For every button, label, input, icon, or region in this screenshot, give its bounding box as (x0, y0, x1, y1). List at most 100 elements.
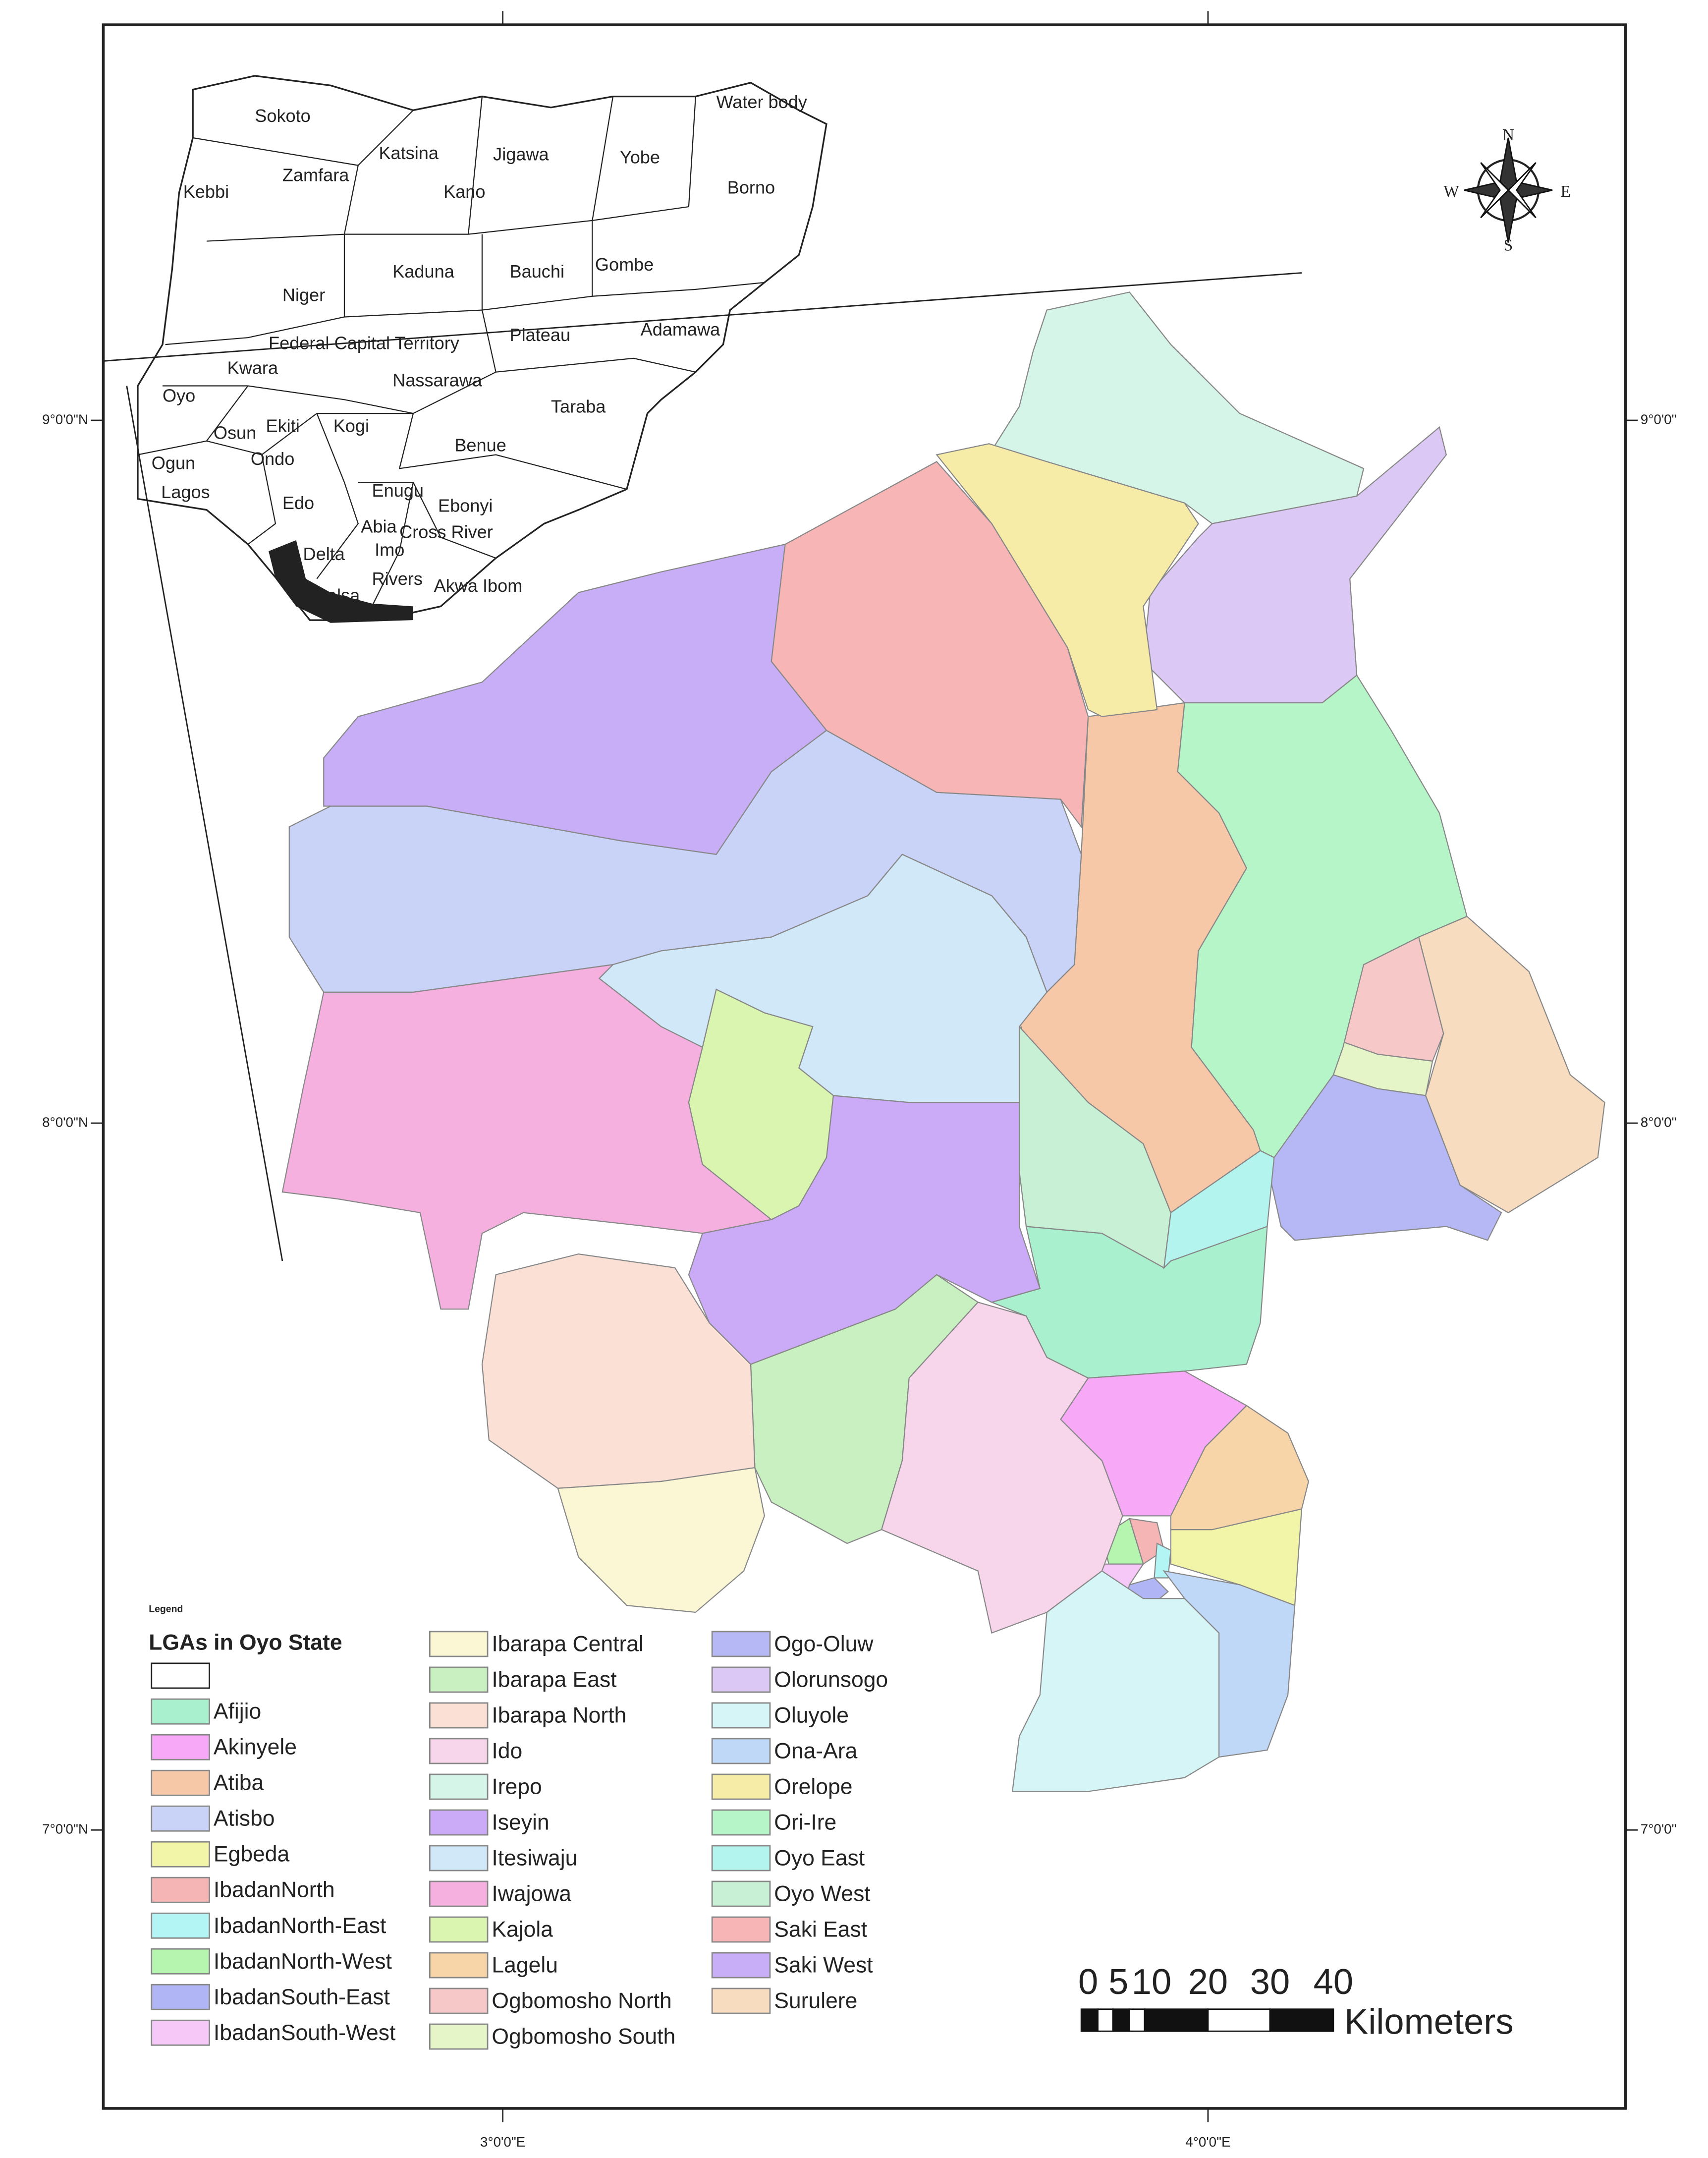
inset-state-label: Zamfara (282, 165, 349, 185)
inset-state-label: Nassarawa (392, 370, 483, 391)
legend-label: Ogbomosho North (492, 1989, 671, 2013)
legend-label: Iwajowa (492, 1882, 571, 1906)
compass-e: E (1561, 182, 1571, 201)
legend-label: IbadanSouth-West (214, 2021, 396, 2045)
compass-w: W (1443, 182, 1459, 201)
delta-coast (269, 540, 413, 623)
inset-state-label: Rivers (372, 568, 423, 589)
legend-label: Atisbo (214, 1807, 275, 1831)
inset-state-label: Ogun (152, 453, 195, 473)
legend-label: Itesiwaju (492, 1846, 577, 1871)
inset-state-label: Cross River (399, 522, 493, 542)
legend-label: Ibarapa Central (492, 1632, 644, 1656)
legend-swatch (151, 1912, 210, 1939)
lat-label: 7°0'0"N (42, 1821, 88, 1837)
legend-label: Irepo (492, 1775, 542, 1799)
legend-swatch (151, 1876, 210, 1903)
inset-state-label: Kwara (227, 358, 278, 378)
legend-swatch (429, 1631, 489, 1657)
lga-area (688, 988, 834, 1220)
inset-state-label: Lagos (161, 482, 210, 502)
legend-label: IbadanNorth-East (214, 1914, 386, 1938)
inset-state-label: Plateau (510, 325, 571, 345)
legend-swatch (429, 2023, 489, 2050)
legend-swatch (151, 1698, 210, 1725)
inset-state-label: Imo (375, 540, 404, 560)
inset-state-label: Enugu (372, 480, 424, 501)
compass-n: N (1502, 126, 1514, 144)
lga-area (1170, 1405, 1310, 1531)
legend-label: Ona-Ara (774, 1739, 857, 1763)
lga-layer (281, 291, 1605, 1792)
legend-swatch (711, 1809, 771, 1836)
legend-label: Orelope (774, 1775, 852, 1799)
inset-extent-line (103, 272, 1302, 362)
inset-state-label: Osun (214, 422, 256, 443)
legend-swatch (429, 1845, 489, 1872)
legend-label: Ido (492, 1739, 522, 1763)
legend-swatch (711, 1702, 771, 1729)
legend-swatch (711, 1988, 771, 2014)
lga-area (1267, 1074, 1502, 1241)
lga-area (281, 964, 773, 1310)
inset-state-label: Bauchi (510, 261, 564, 282)
legend-label: Iseyin (492, 1811, 549, 1835)
inset-state-label: Borno (727, 177, 775, 197)
legend-swatch (429, 1916, 489, 1943)
scale-unit: Kilometers (1344, 2002, 1513, 2042)
lga-area (881, 1302, 1123, 1634)
legend-label: Ogo-Oluw (774, 1632, 874, 1656)
inset-state-label: Katsina (379, 143, 439, 163)
lon-label: 4°0'0"E (1185, 2134, 1230, 2150)
legend-swatch (151, 1805, 210, 1832)
legend-label: Saki East (774, 1918, 867, 1942)
legend-label: Ori-Ire (774, 1811, 836, 1835)
legend-label: Ogbomosho South (492, 2025, 675, 2049)
legend-label: Afijio (214, 1700, 261, 1724)
lga-area (1418, 915, 1605, 1213)
scale-segment (1144, 2008, 1209, 2032)
legend-label: Ibarapa North (492, 1703, 626, 1727)
inset-state-label: Jigawa (493, 144, 549, 165)
compass-star (1480, 162, 1537, 219)
inset-state-label: Niger (282, 284, 325, 305)
inset-state-label: Yobe (620, 147, 660, 167)
legend-label: Olorunsogo (774, 1667, 888, 1692)
legend-swatch (151, 1734, 210, 1760)
scale-label: 0 (1078, 1962, 1098, 2002)
inset-state-label: Abia (361, 516, 397, 536)
legend-swatch (151, 1948, 210, 1975)
lat-label: 8°0'0" (1641, 1114, 1677, 1130)
legend-label: Ibarapa East (492, 1667, 617, 1692)
lga-area (1154, 1542, 1172, 1579)
inset-state-label: Oyo (163, 385, 195, 405)
inset-state-label: Adamawa (641, 319, 721, 340)
inset-state-label: Ebonyi (438, 496, 493, 516)
lga-area (481, 1253, 756, 1489)
scale-segment (1207, 2008, 1271, 2032)
legend-swatch (429, 1702, 489, 1729)
legend-label: Oyo East (774, 1846, 865, 1871)
legend-swatch (711, 1738, 771, 1764)
lga-area (1177, 674, 1468, 1158)
lat-label: 9°0'0"N (42, 411, 88, 427)
scale-segment (1129, 2008, 1146, 2032)
scale-label: 10 (1132, 1962, 1171, 2002)
legend: Legend LGAs in Oyo State Afijio Akinyele A… (149, 1604, 888, 2050)
legend-swatch (711, 1880, 771, 1907)
lga-area (1162, 1570, 1296, 1758)
lga-area (1018, 1025, 1172, 1269)
lga-area (323, 543, 827, 855)
legend-swatch (151, 1984, 210, 2010)
legend-label: IbadanNorth (214, 1878, 335, 1902)
scale-segment (1080, 2008, 1099, 2032)
legend-outline-swatch (151, 1662, 210, 1689)
legend-heading: Legend (149, 1604, 183, 1615)
legend-label: IbadanSouth-East (214, 1985, 390, 2009)
scale-label: 40 (1314, 1962, 1353, 2002)
legend-swatch (429, 1880, 489, 1907)
legend-label: Akinyele (214, 1735, 297, 1760)
legend-title: LGAs in Oyo State (149, 1631, 342, 1655)
legend-swatch (429, 1738, 489, 1764)
lon-label: 3°0'0"E (480, 2134, 525, 2150)
